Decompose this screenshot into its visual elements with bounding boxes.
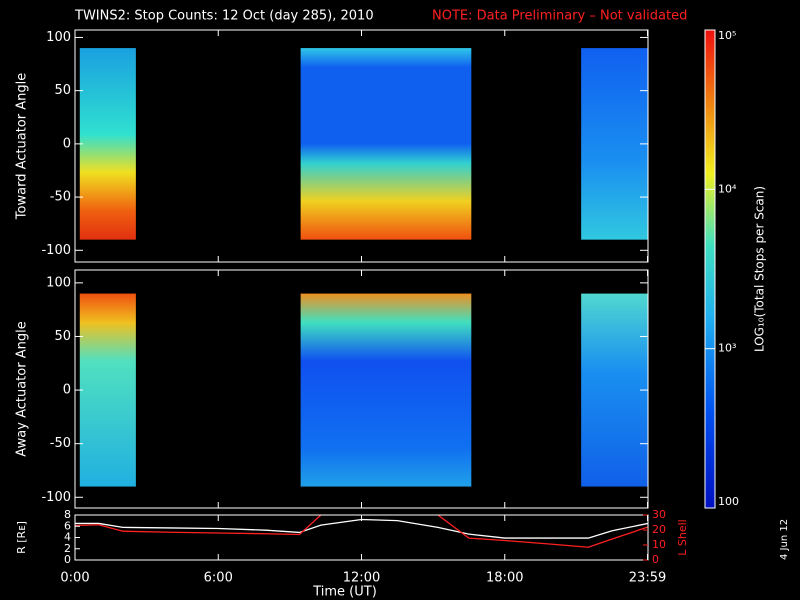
- y-tick-label: -50: [50, 436, 71, 451]
- y-tick-label: -50: [50, 190, 71, 205]
- y2-tick-label: 10: [652, 538, 666, 551]
- y-tick-label: 50: [54, 329, 71, 344]
- y2-axis-label: L Shell: [676, 519, 689, 555]
- heatmap-block: [581, 293, 648, 487]
- x-tick-label: 23:59: [629, 571, 666, 586]
- y-tick-label: 100: [46, 275, 71, 290]
- title: TWINS2: Stop Counts: 12 Oct (day 285), 2…: [74, 9, 374, 24]
- y-axis-label: R [Rᴇ]: [15, 521, 28, 554]
- colorbar-tick-label: 10⁵: [718, 29, 736, 42]
- y2-tick-label: 30: [652, 508, 666, 521]
- y-tick-label: 0: [64, 553, 71, 566]
- colorbar: [704, 29, 716, 509]
- colorbar-tick-label: 100: [718, 495, 739, 508]
- x-tick-label: 6:00: [204, 571, 233, 586]
- colorbar-label: LOG₁₀(Total Stops per Scan): [753, 186, 767, 352]
- y-axis-label: Away Actuator Angle: [15, 321, 30, 456]
- x-tick-label: 12:00: [343, 571, 380, 586]
- heatmap-block: [300, 293, 472, 487]
- colorbar-tick-label: 10³: [718, 342, 736, 355]
- y-tick-label: 2: [64, 542, 71, 555]
- annotation: NOTE: Data Preliminary – Not validated: [432, 9, 687, 24]
- heatmap-block: [300, 48, 472, 240]
- x-tick-label: 18:00: [486, 571, 523, 586]
- heatmap-block: [79, 293, 136, 487]
- heatmap-block: [581, 48, 648, 240]
- series-line: [75, 518, 648, 539]
- y-tick-label: 4: [64, 531, 71, 544]
- y2-tick-label: 20: [652, 523, 666, 536]
- y-tick-label: -100: [41, 243, 71, 258]
- y2-tick-label: 0: [652, 553, 659, 566]
- x-tick-label: 0:00: [60, 571, 89, 586]
- x-axis-label: Time (UT): [312, 585, 377, 600]
- y-axis-label: Toward Actuator Angle: [15, 73, 30, 220]
- y-tick-label: 100: [46, 30, 71, 45]
- y-tick-label: -100: [41, 490, 71, 505]
- y-tick-label: 6: [64, 519, 71, 532]
- heatmap-block: [79, 48, 136, 240]
- colorbar-tick-label: 10⁴: [718, 182, 737, 195]
- y-tick-label: 0: [63, 136, 71, 151]
- y-tick-label: 50: [54, 83, 71, 98]
- y-tick-label: 0: [63, 383, 71, 398]
- series-line: [75, 515, 648, 548]
- date-stamp: 4 Jun 12: [779, 519, 790, 560]
- y-tick-label: 8: [64, 508, 71, 521]
